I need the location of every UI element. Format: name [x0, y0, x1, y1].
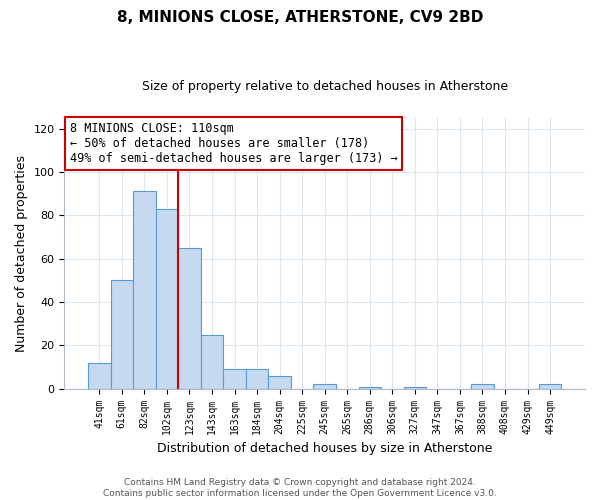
Bar	[404, 386, 426, 388]
Text: 8, MINIONS CLOSE, ATHERSTONE, CV9 2BD: 8, MINIONS CLOSE, ATHERSTONE, CV9 2BD	[117, 10, 483, 25]
Bar	[155, 209, 178, 388]
Title: Size of property relative to detached houses in Atherstone: Size of property relative to detached ho…	[142, 80, 508, 93]
Bar	[110, 280, 133, 388]
Bar	[246, 369, 268, 388]
Bar	[88, 362, 110, 388]
Bar	[471, 384, 494, 388]
Text: Contains HM Land Registry data © Crown copyright and database right 2024.
Contai: Contains HM Land Registry data © Crown c…	[103, 478, 497, 498]
Bar	[178, 248, 201, 388]
Bar	[313, 384, 336, 388]
Text: 8 MINIONS CLOSE: 110sqm
← 50% of detached houses are smaller (178)
49% of semi-d: 8 MINIONS CLOSE: 110sqm ← 50% of detache…	[70, 122, 397, 165]
Bar	[539, 384, 562, 388]
Bar	[359, 386, 381, 388]
X-axis label: Distribution of detached houses by size in Atherstone: Distribution of detached houses by size …	[157, 442, 493, 455]
Bar	[223, 369, 246, 388]
Y-axis label: Number of detached properties: Number of detached properties	[15, 154, 28, 352]
Bar	[268, 376, 291, 388]
Bar	[133, 192, 155, 388]
Bar	[201, 334, 223, 388]
